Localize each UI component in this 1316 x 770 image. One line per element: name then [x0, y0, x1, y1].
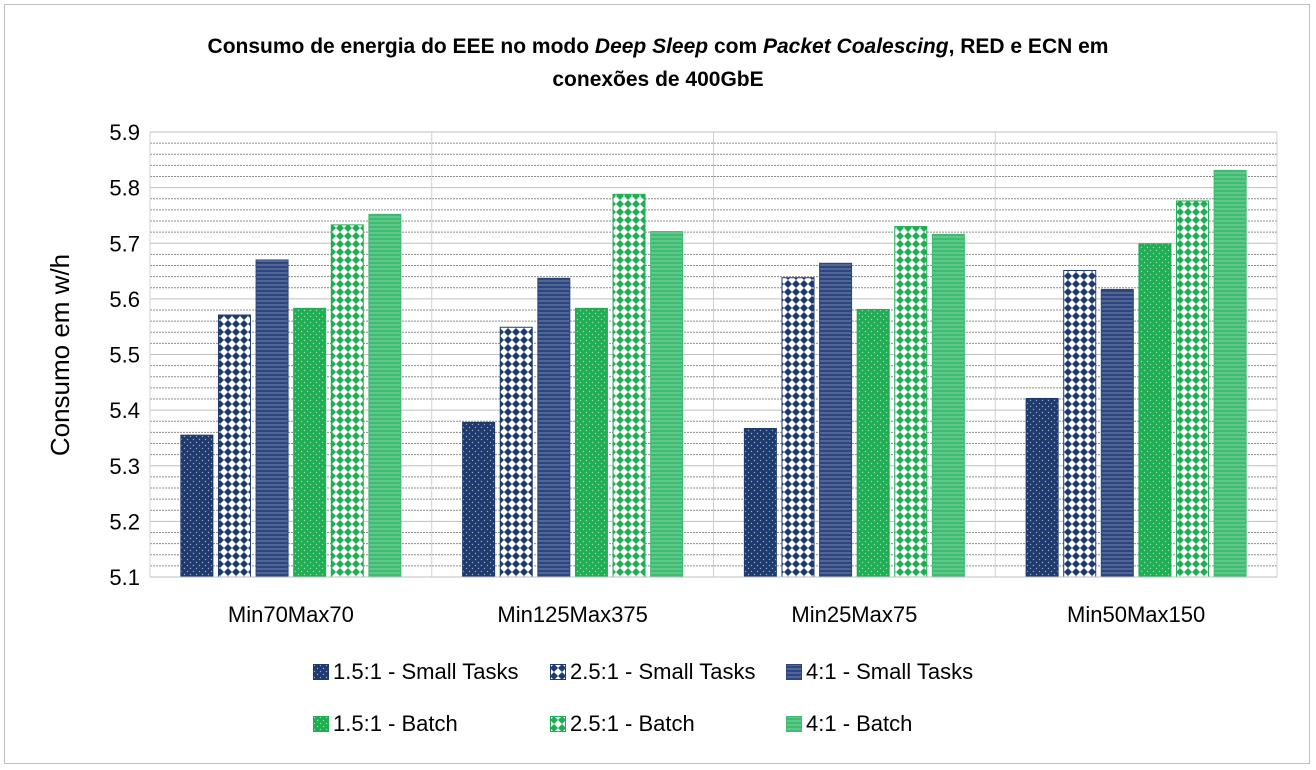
legend-label: 2.5:1 - Batch [570, 711, 695, 736]
x-tick-label: Min50Max150 [1067, 602, 1205, 627]
y-tick-label: 5.4 [109, 398, 140, 423]
x-tick-label: Min70Max70 [228, 602, 354, 627]
y-tick-label: 5.7 [109, 231, 140, 256]
bar-min50max150-series-5 [1176, 200, 1210, 578]
legend-item: 4:1 - Small Tasks [786, 657, 973, 687]
title-part-1: Consumo de energia do EEE no modo [207, 35, 595, 58]
bar-min25max75-series-5 [894, 226, 928, 578]
bar-min125max375-series-6 [650, 231, 684, 578]
legend-item: 1.5:1 - Small Tasks [313, 657, 518, 687]
legend-swatch [550, 664, 566, 680]
bar-min50max150-series-1 [1025, 397, 1059, 578]
bar-min125max375-series-1 [462, 421, 496, 578]
bar-min125max375-series-5 [612, 193, 646, 578]
y-tick-label: 5.1 [109, 565, 140, 590]
legend-swatch [313, 716, 329, 732]
title-part-2: com [708, 35, 763, 58]
legend-label: 1.5:1 - Small Tasks [333, 659, 519, 684]
bar-min50max150-series-6 [1213, 169, 1247, 578]
legend-label: 4:1 - Batch [806, 711, 913, 736]
y-tick-label: 5.8 [109, 176, 140, 201]
y-tick-label: 5.6 [109, 287, 140, 312]
bar-min70max70-series-3 [255, 259, 289, 578]
legend-item: 1.5:1 - Batch [313, 709, 458, 739]
legend-item: 2.5:1 - Small Tasks [550, 657, 755, 687]
legend-swatch [313, 664, 329, 680]
bar-min25max75-series-6 [931, 233, 965, 578]
bar-min125max375-series-3 [537, 277, 571, 578]
bar-min25max75-series-3 [819, 262, 853, 578]
legend-label: 2.5:1 - Small Tasks [570, 659, 756, 684]
title-part-3: , RED e ECN em [948, 35, 1109, 58]
legend-label: 1.5:1 - Batch [333, 711, 458, 736]
chart-title: Consumo de energia do EEE no modo Deep S… [0, 30, 1316, 96]
legend-swatch [786, 664, 802, 680]
bar-min125max375-series-2 [499, 326, 533, 578]
y-axis-label: Consumo em w/h [45, 254, 75, 456]
bar-min50max150-series-4 [1138, 243, 1172, 578]
axis-layer: 5.1 5.2 5.3 5.4 5.5 5.6 5.7 5.8 5.9 Min70Max70 Min… [109, 120, 1277, 627]
x-tick-label: Min125Max375 [497, 602, 647, 627]
bars-layer [180, 169, 1247, 578]
y-tick-label: 5.9 [109, 120, 140, 145]
title-italic-1: Deep Sleep [594, 35, 709, 58]
legend-label: 4:1 - Small Tasks [806, 659, 974, 684]
title-line-2: conexões de 400GbE [552, 68, 764, 91]
title-italic-2: Packet Coalescing [762, 35, 949, 58]
bar-min25max75-series-4 [856, 308, 890, 578]
y-tick-label: 5.5 [109, 343, 140, 368]
bar-min70max70-series-2 [217, 314, 251, 578]
bar-min25max75-series-1 [743, 427, 777, 578]
legend-item: 2.5:1 - Batch [550, 709, 695, 739]
y-tick-label: 5.3 [109, 454, 140, 479]
bar-min125max375-series-4 [574, 307, 608, 578]
bar-min70max70-series-4 [293, 307, 327, 578]
y-tick-label: 5.2 [109, 509, 140, 534]
x-tick-label: Min25Max75 [791, 602, 917, 627]
bar-min70max70-series-1 [180, 434, 214, 578]
legend-item: 4:1 - Batch [786, 709, 912, 739]
bar-min25max75-series-2 [781, 277, 815, 578]
legend-swatch [550, 716, 566, 732]
bar-min70max70-series-5 [330, 224, 364, 578]
legend-swatch [786, 716, 802, 732]
bar-min50max150-series-2 [1063, 270, 1097, 578]
bar-min70max70-series-6 [368, 213, 402, 578]
bar-min50max150-series-3 [1100, 288, 1134, 578]
